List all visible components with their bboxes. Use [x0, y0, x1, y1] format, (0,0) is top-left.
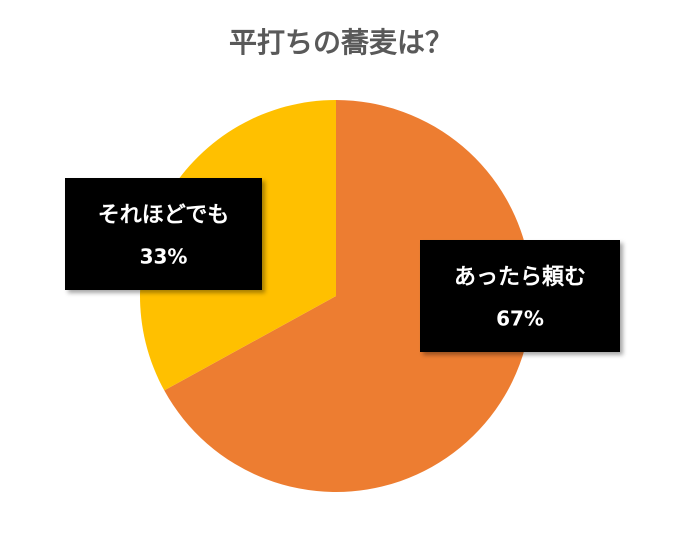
value-label: 33%	[140, 245, 188, 269]
value-label: 67%	[496, 307, 544, 331]
label-box	[65, 178, 262, 290]
label-box	[420, 240, 620, 352]
data-label: それほどでも 33%	[65, 178, 262, 290]
data-label: あったら頼む 67%	[420, 240, 620, 352]
chart-title: 平打ちの蕎麦は？	[229, 26, 453, 59]
category-label: あったら頼む	[454, 265, 586, 290]
pie-slice	[164, 100, 532, 492]
category-label: それほどでも	[98, 203, 230, 228]
